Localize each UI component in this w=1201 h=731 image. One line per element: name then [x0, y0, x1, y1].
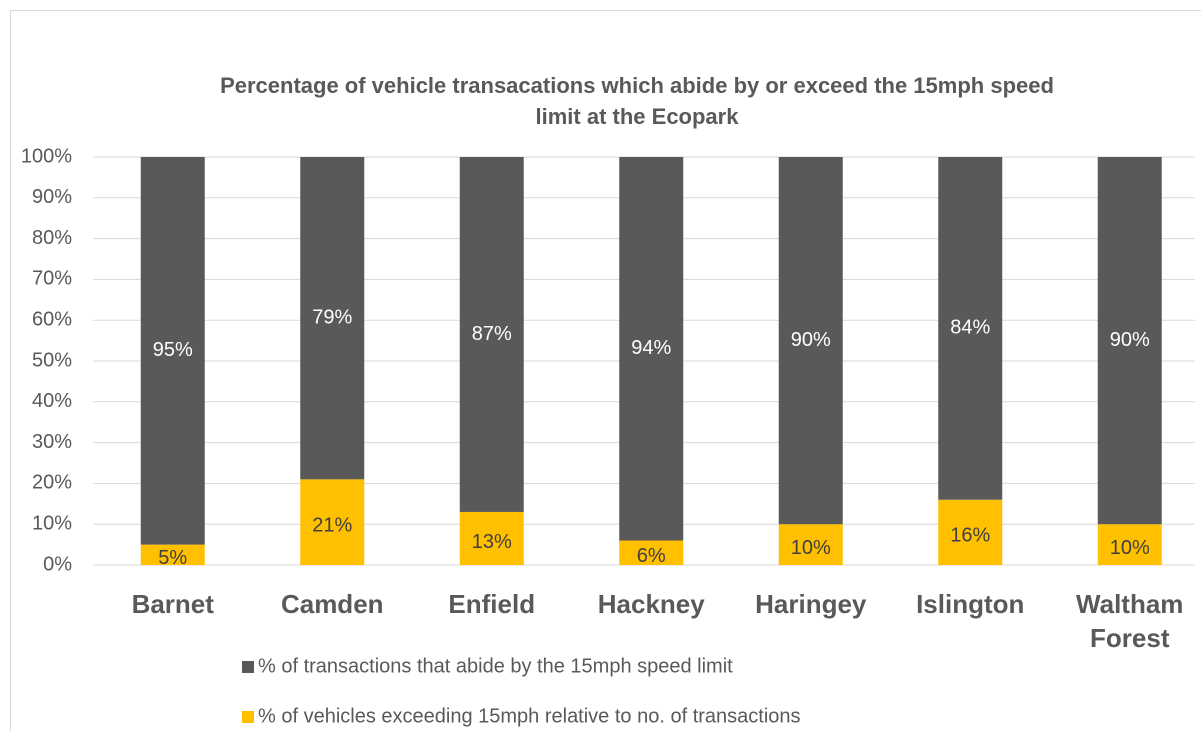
bar-segment: [300, 157, 365, 480]
x-tick-label: Islington: [916, 589, 1025, 619]
data-label: 90%: [1110, 329, 1150, 351]
bar-segment: [1097, 524, 1162, 565]
data-label: 87%: [472, 323, 512, 345]
bar-segment: [619, 157, 684, 541]
bar-segment: [140, 157, 205, 545]
y-tick-label: 60%: [32, 308, 72, 330]
chart-title: Percentage of vehicle transacations whic…: [220, 73, 1054, 129]
bar-segment: [938, 157, 1003, 500]
data-label: 79%: [312, 306, 352, 328]
bar-segment: [140, 544, 205, 565]
bar-segment: [300, 479, 365, 565]
bar-segment: [459, 511, 524, 565]
y-tick-label: 80%: [32, 227, 72, 249]
x-tick-label: Enfield: [448, 589, 536, 619]
bar-segment: [778, 157, 843, 525]
data-label: 21%: [312, 514, 352, 536]
data-label: 84%: [950, 317, 990, 339]
y-tick-label: 10%: [32, 512, 72, 534]
y-tick-label: 100%: [21, 145, 72, 167]
legend-label: % of vehicles exceeding 15mph relative t…: [258, 705, 801, 727]
data-label: 6%: [637, 545, 666, 567]
y-tick-label: 50%: [32, 349, 72, 371]
x-tick-label: Haringey: [755, 589, 867, 619]
data-label: 10%: [791, 537, 831, 559]
data-label: 94%: [631, 337, 671, 359]
y-tick-label: 30%: [32, 431, 72, 453]
y-tick-label: 40%: [32, 390, 72, 412]
legend-label: % of transactions that abide by the 15mp…: [258, 655, 733, 677]
y-tick-label: 0%: [43, 553, 72, 575]
data-label: 95%: [153, 339, 193, 361]
data-label: 13%: [472, 531, 512, 553]
bar-segment: [938, 499, 1003, 565]
legend-swatch: [242, 711, 254, 723]
bar-segment: [1097, 157, 1162, 525]
bar-segment: [459, 157, 524, 512]
x-tick-label: Barnet: [131, 589, 214, 619]
data-label: 10%: [1110, 537, 1150, 559]
bar-segment: [619, 540, 684, 565]
x-tick-label: Hackney: [597, 589, 705, 619]
data-label: 16%: [950, 525, 990, 547]
x-tick-label: Waltham Forest: [1076, 589, 1184, 653]
x-tick-label: Camden: [280, 589, 384, 619]
y-tick-label: 70%: [32, 268, 72, 290]
bar-segment: [778, 524, 843, 565]
data-label: 90%: [791, 329, 831, 351]
y-tick-label: 20%: [32, 472, 72, 494]
data-label: 5%: [158, 547, 187, 569]
y-tick-label: 90%: [32, 186, 72, 208]
legend-swatch: [242, 661, 254, 673]
chart-border: [10, 10, 1201, 731]
